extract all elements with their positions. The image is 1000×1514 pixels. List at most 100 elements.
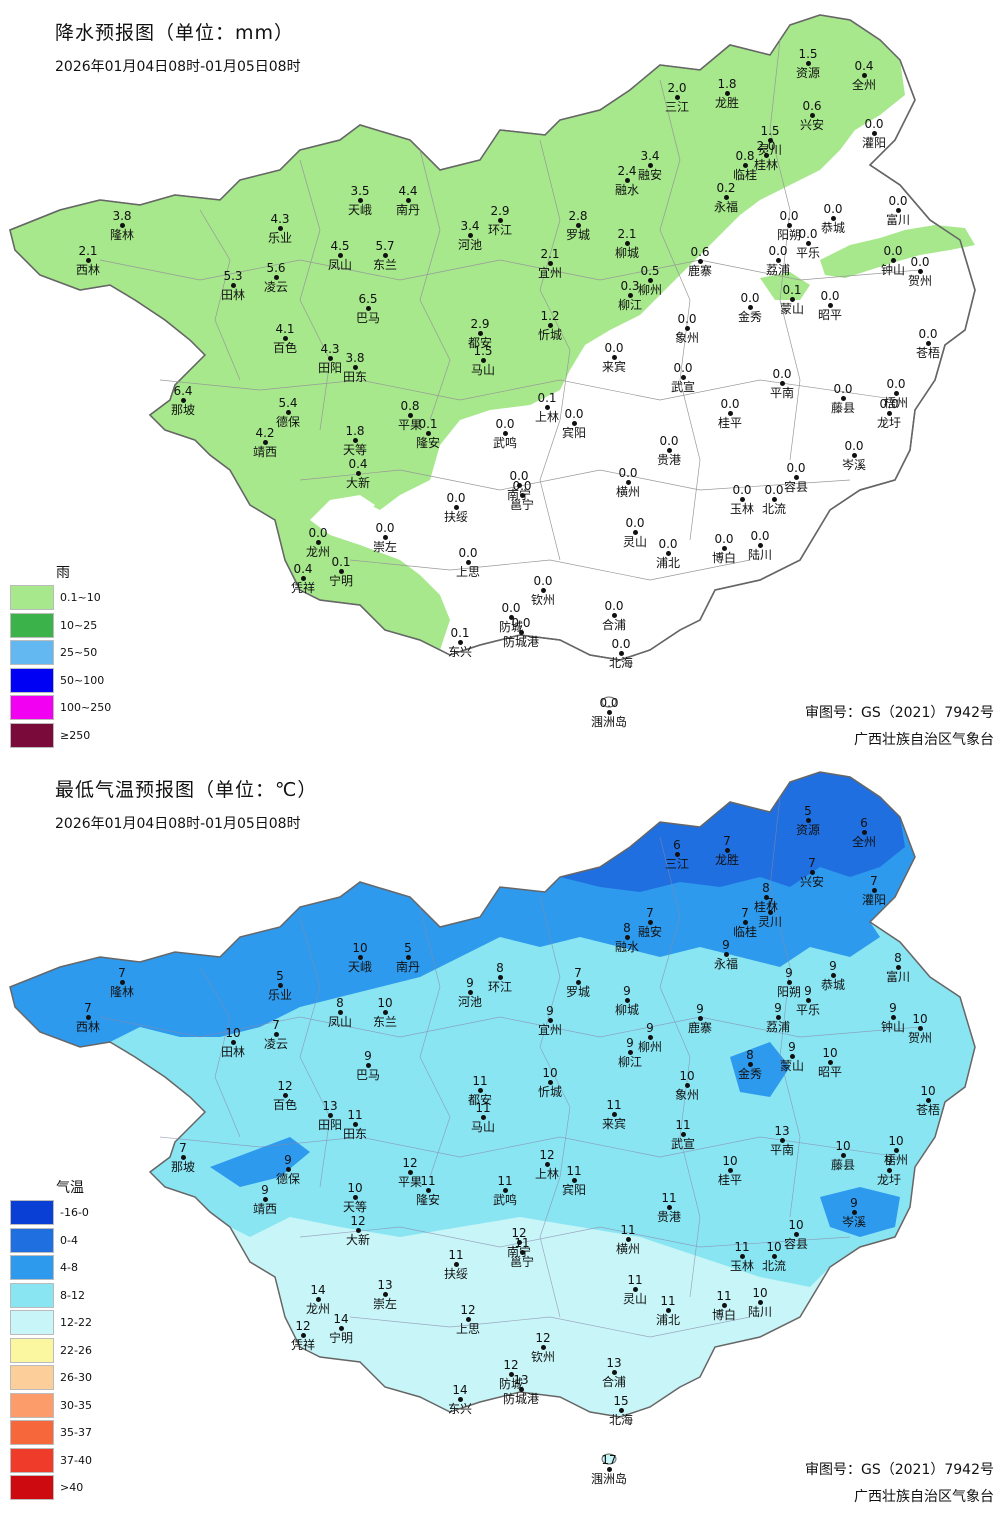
station-name: 南宁	[507, 489, 531, 502]
station-dot-icon	[763, 895, 769, 900]
station-name: 涠洲岛	[590, 1472, 628, 1486]
station-marker: 10 田林	[221, 1027, 245, 1059]
station-dot-icon	[502, 1188, 508, 1193]
station-name: 东兴	[447, 645, 473, 659]
legend-label: 26-30	[60, 1371, 92, 1385]
station-value: 13	[774, 1124, 790, 1138]
station-dot-icon	[793, 1232, 799, 1237]
station-value: 8	[762, 881, 770, 895]
station-value: 7	[574, 966, 582, 980]
station-value: 0.0	[740, 291, 760, 305]
station-dot-icon	[886, 411, 892, 416]
station-value: 5.7	[375, 239, 395, 253]
station-value: 0.0	[888, 194, 908, 208]
station-value: 11	[661, 1191, 677, 1205]
station-marker: 10 陆川	[748, 1287, 772, 1319]
station-name: 那坡	[170, 1160, 196, 1174]
station-name: 梧州	[883, 1153, 909, 1167]
station-marker: 9 鹿寨	[688, 1003, 712, 1035]
station-value: 1.8	[345, 424, 365, 438]
station-marker: 2.9 都安	[468, 318, 492, 350]
temp-map-title: 最低气温预报图（单位：℃）	[55, 779, 318, 801]
station-value: 3.5	[350, 184, 370, 198]
station-marker: 2.8 罗城	[566, 210, 590, 242]
station-value: 0.5	[640, 264, 660, 278]
station-dot-icon	[627, 1050, 633, 1055]
station-value: 11	[660, 1294, 676, 1308]
station-dot-icon	[611, 613, 617, 618]
legend-swatch	[10, 640, 54, 666]
station-value: 0.0	[798, 227, 818, 241]
station-dot-icon	[742, 163, 748, 168]
legend-swatch	[10, 1392, 54, 1418]
station-name: 金秀	[737, 310, 763, 324]
legend-label: 22-26	[60, 1343, 92, 1357]
station-name: 来宾	[601, 1117, 627, 1131]
station-name: 贵港	[656, 453, 682, 467]
station-dot-icon	[315, 540, 321, 545]
station-marker: 14 龙州	[306, 1284, 330, 1316]
station-dot-icon	[477, 331, 483, 336]
station-value: 4.2	[255, 426, 275, 440]
station-marker: 11 田东	[343, 1109, 367, 1141]
station-name: 田东	[342, 370, 368, 384]
station-name: 临桂	[732, 168, 758, 182]
legend-item: 0-4	[10, 1227, 92, 1255]
station-name: 浦北	[655, 1313, 681, 1327]
station-marker: 2.4 融水	[615, 165, 639, 197]
station-value: 12	[350, 1214, 366, 1228]
station-value: 0.0	[458, 546, 478, 560]
station-value: 0.6	[802, 99, 822, 113]
station-marker: 11 武宣	[671, 1119, 695, 1151]
station-dot-icon	[407, 1170, 413, 1175]
station-dot-icon	[357, 955, 363, 960]
station-name: 靖西	[252, 1202, 278, 1216]
station-name: 灵川	[757, 915, 783, 929]
temp-legend-title: 气温	[56, 1180, 84, 1196]
station-name: 武宣	[670, 1137, 696, 1151]
station-name: 钟山	[880, 1020, 906, 1034]
station-dot-icon	[624, 998, 630, 1003]
rain-map-graphic	[9, 14, 976, 708]
station-value: 10	[835, 1139, 851, 1153]
station-dot-icon	[851, 1210, 857, 1215]
station-dot-icon	[895, 208, 901, 213]
station-marker: 5 资源	[796, 805, 820, 837]
station-name: 灌阳	[861, 893, 887, 907]
station-marker: 7 西林	[76, 1002, 100, 1034]
station-marker: 0.2 永福	[714, 182, 738, 214]
station-dot-icon	[739, 497, 745, 502]
station-marker: 10 贺州	[908, 1013, 932, 1045]
station-value: 5	[276, 969, 284, 983]
station-name: 凌云	[263, 1037, 289, 1051]
station-marker: 0.0 北海	[609, 638, 633, 670]
station-value: 11	[514, 1236, 530, 1250]
station-value: 10	[225, 1026, 241, 1040]
station-value: 7	[118, 966, 126, 980]
legend-swatch	[10, 1255, 54, 1281]
station-dot-icon	[352, 1195, 358, 1200]
weizhou-island	[601, 696, 617, 708]
legend-label: 12-22	[60, 1316, 92, 1330]
station-dot-icon	[85, 1015, 91, 1020]
station-value: 9	[626, 1036, 634, 1050]
station-value: 8	[336, 996, 344, 1010]
station-name: 河池	[457, 238, 483, 252]
station-marker: 10 天峨	[348, 942, 372, 974]
station-value: 2.8	[568, 209, 588, 223]
station-marker: 0.0 平乐	[796, 228, 820, 260]
station-dot-icon	[547, 261, 553, 266]
station-dot-icon	[285, 410, 291, 415]
station-name: 田林	[220, 288, 246, 302]
station-marker: 7 兴安	[800, 857, 824, 889]
legend-swatch	[10, 1200, 54, 1226]
station-marker: 0.0 金秀	[738, 292, 762, 324]
station-name: 灵山	[622, 1292, 648, 1306]
station-dot-icon	[680, 1132, 686, 1137]
station-name: 三江	[664, 857, 690, 871]
station-marker: 5.7 东兰	[373, 240, 397, 272]
station-dot-icon	[767, 910, 773, 915]
legend-label: 4-8	[60, 1261, 78, 1275]
station-value: 11	[347, 1108, 363, 1122]
station-marker: 0.0 武宣	[671, 362, 695, 394]
